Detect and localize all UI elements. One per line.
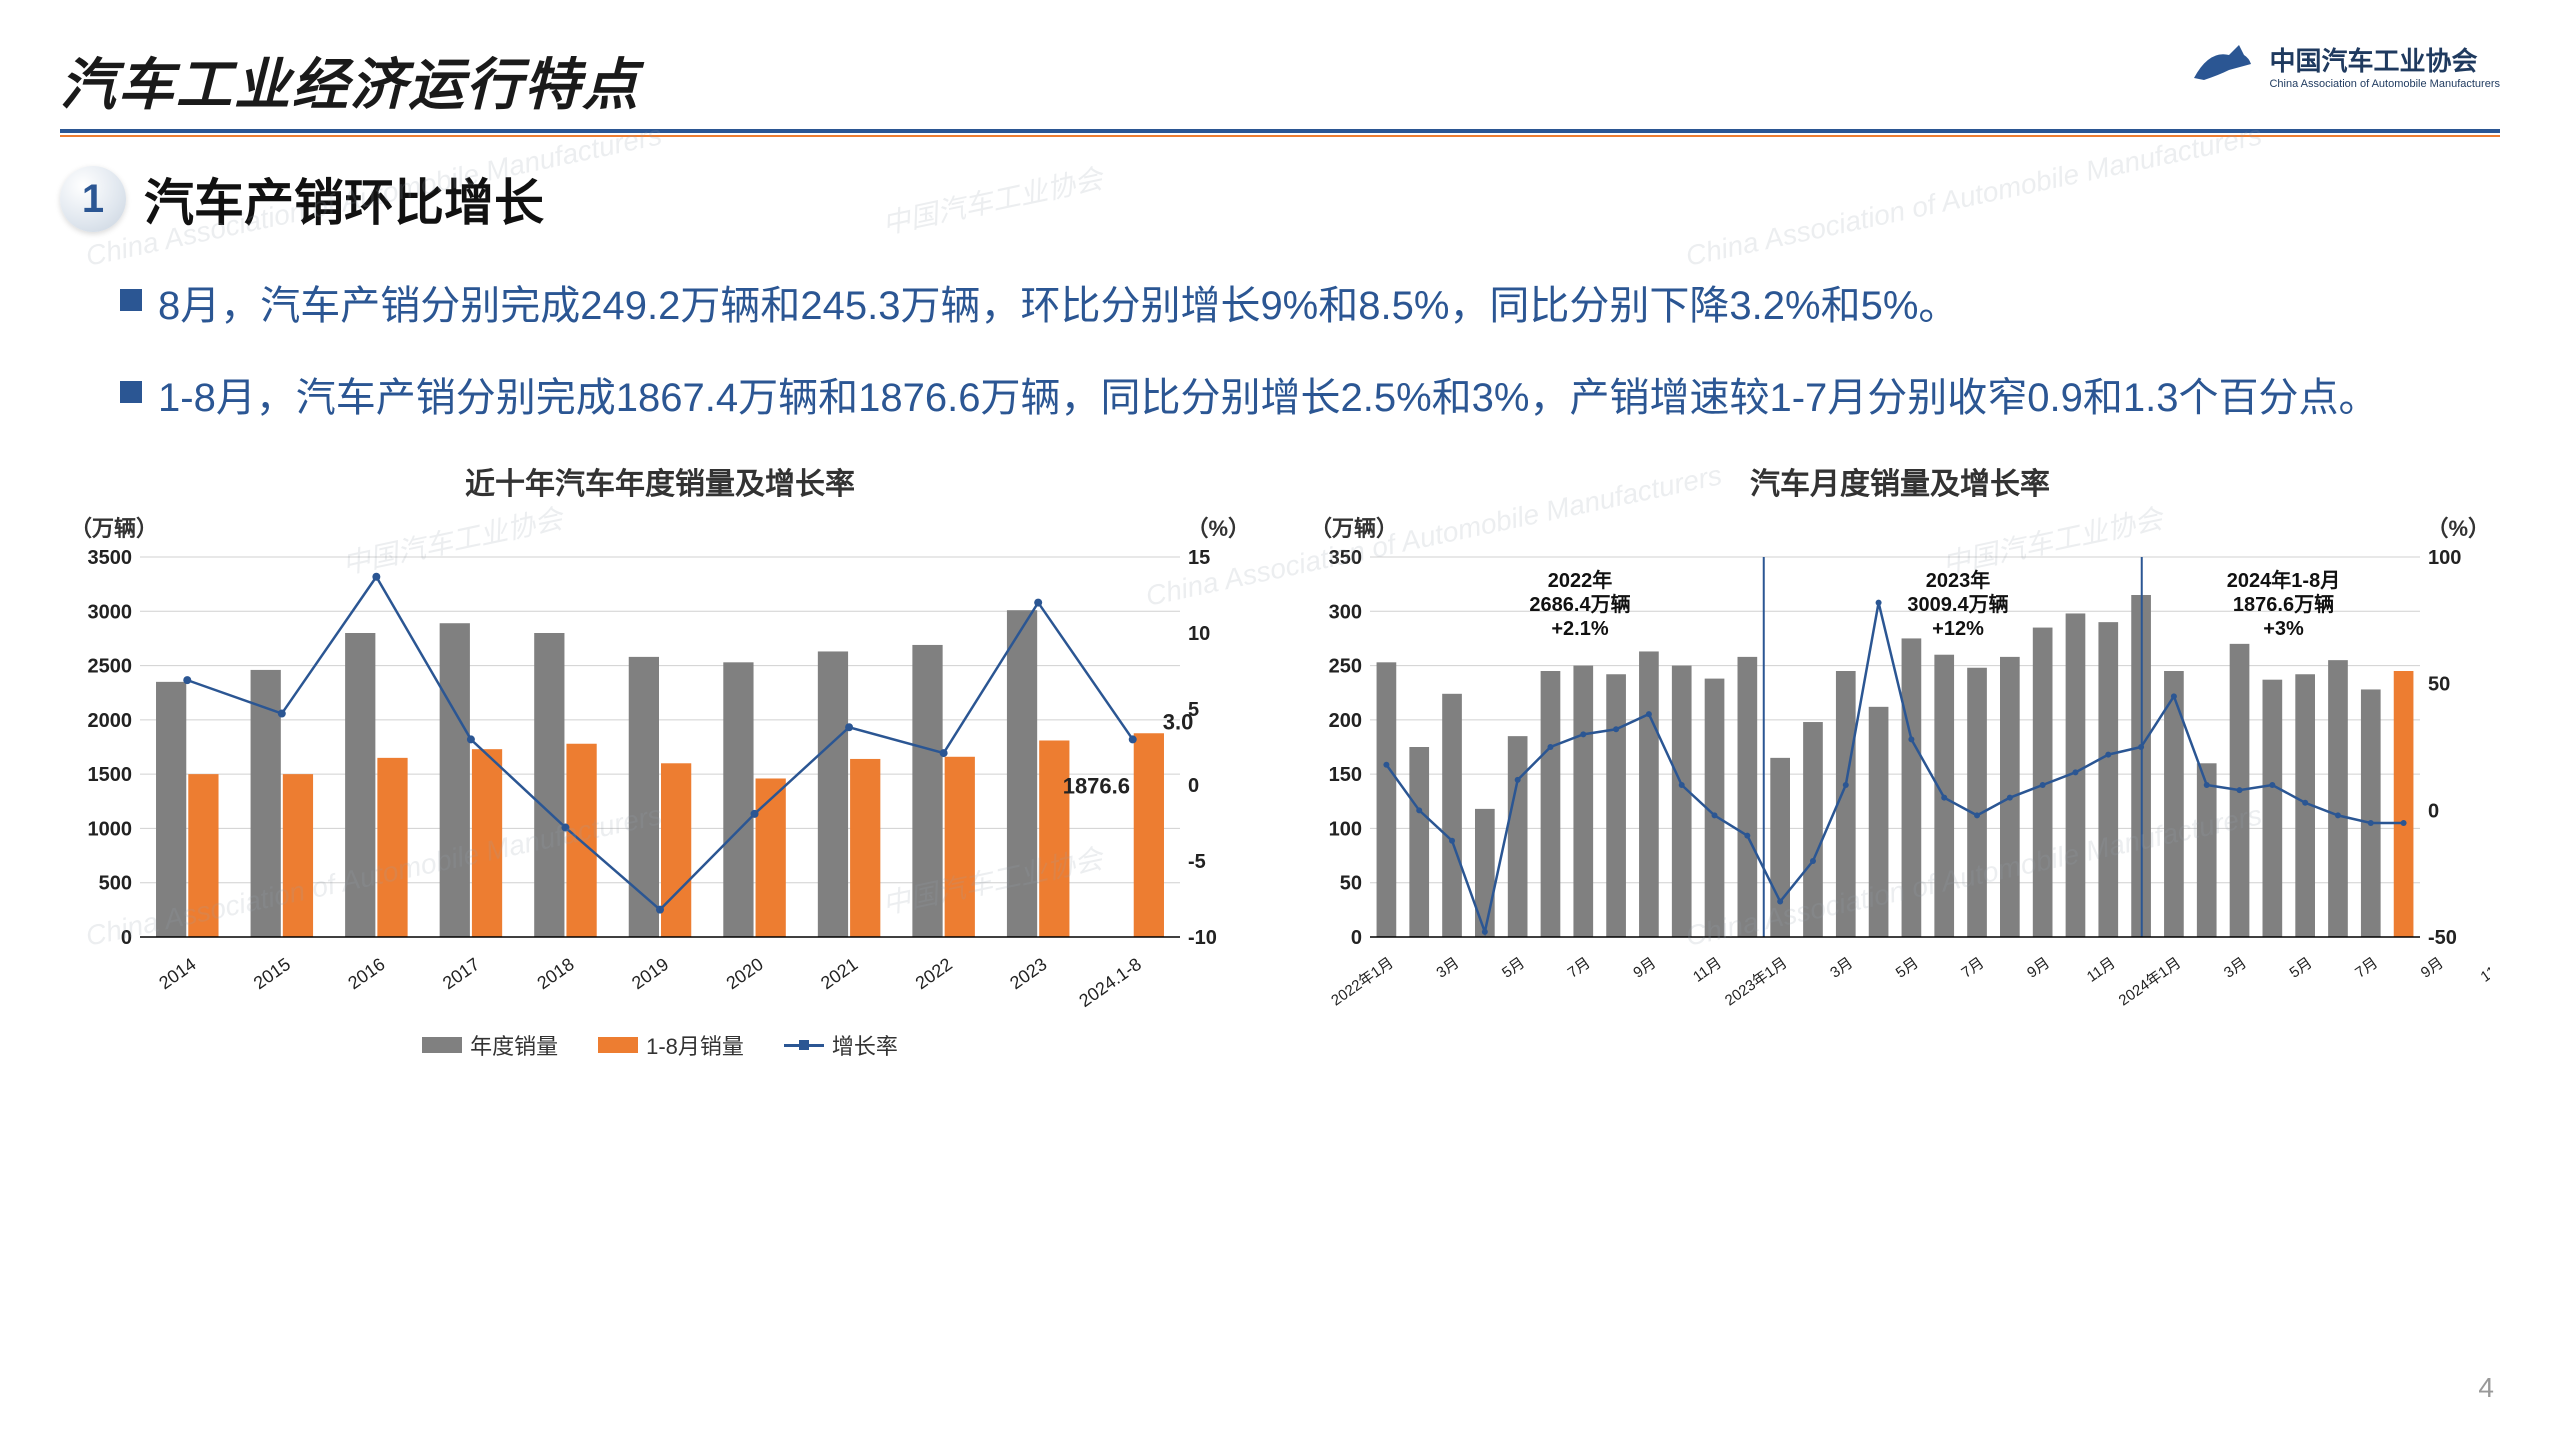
svg-text:500: 500: [99, 873, 132, 895]
chart-annual: 近十年汽车年度销量及增长率 （万辆） （%） 0 500 1000 1500 2000 2…: [60, 459, 1260, 1061]
svg-text:2022年: 2022年: [1548, 568, 1613, 592]
svg-text:5月: 5月: [2287, 954, 2316, 981]
svg-text:5月: 5月: [1893, 954, 1922, 981]
chart-right-unit-l: （万辆）: [1310, 511, 1398, 543]
svg-text:+3%: +3%: [2263, 618, 2304, 640]
svg-text:2686.4万辆: 2686.4万辆: [1529, 592, 1630, 616]
svg-text:100: 100: [2428, 547, 2461, 569]
bullet-square-icon: [120, 381, 142, 403]
chart-left-svg: 0500100015002000250030003500-10-50510152…: [60, 547, 1250, 1017]
svg-text:9月: 9月: [1630, 954, 1659, 981]
svg-text:3009.4万辆: 3009.4万辆: [1907, 592, 2008, 616]
page-title: 汽车工业经济运行特点: [60, 40, 640, 121]
svg-text:+12%: +12%: [1932, 618, 1984, 640]
logo-text-cn: 中国汽车工业协会: [2269, 41, 2500, 78]
svg-text:2016: 2016: [344, 954, 388, 993]
bullet-text: 1-8月，汽车产销分别完成1867.4万辆和1876.6万辆，同比分别增长2.5…: [158, 367, 2379, 429]
svg-text:0: 0: [1188, 775, 1199, 797]
svg-text:1876.6万辆: 1876.6万辆: [2233, 592, 2334, 616]
svg-text:9月: 9月: [2024, 954, 2053, 981]
svg-text:11月: 11月: [2084, 954, 2119, 985]
svg-text:+2.1%: +2.1%: [1551, 618, 1608, 640]
svg-text:50: 50: [2428, 674, 2450, 696]
section-title: 汽车产销环比增长: [144, 163, 544, 235]
svg-text:2020: 2020: [723, 954, 767, 993]
svg-text:0: 0: [121, 927, 132, 949]
chart-left-unit-l: （万辆）: [70, 511, 158, 543]
svg-text:300: 300: [1329, 601, 1362, 623]
svg-text:-10: -10: [1188, 927, 1217, 949]
logo-mark: [2189, 40, 2259, 90]
svg-text:2024年1-8月: 2024年1-8月: [2227, 568, 2340, 592]
bullets: 8月，汽车产销分别完成249.2万辆和245.3万辆，环比分别增长9%和8.5%…: [120, 275, 2500, 429]
svg-text:-5: -5: [1188, 851, 1206, 873]
logo: 中国汽车工业协会 China Association of Automobile…: [2189, 40, 2500, 90]
svg-text:100: 100: [1329, 818, 1362, 840]
svg-text:1876.6: 1876.6: [1063, 773, 1130, 798]
svg-text:3000: 3000: [88, 601, 133, 623]
svg-text:1000: 1000: [88, 818, 133, 840]
svg-text:3500: 3500: [88, 547, 133, 569]
svg-text:2014: 2014: [155, 954, 199, 993]
chart-right-title: 汽车月度销量及增长率: [1300, 459, 2500, 503]
svg-text:2015: 2015: [250, 954, 294, 993]
svg-text:2500: 2500: [88, 656, 133, 678]
svg-text:3.0: 3.0: [1163, 709, 1194, 734]
svg-text:3月: 3月: [1827, 954, 1856, 981]
svg-text:2023年1月: 2023年1月: [1722, 954, 1790, 1009]
chart-left-unit-r: （%）: [1186, 511, 1250, 543]
svg-text:1500: 1500: [88, 764, 133, 786]
svg-text:11月: 11月: [1690, 954, 1725, 985]
svg-text:-50: -50: [2428, 927, 2457, 949]
chart-right-svg: 0 50 100 150 200 250 300 350 -50 0 50 100 2022年2686.…: [1300, 547, 2490, 1017]
svg-text:50: 50: [1340, 873, 1362, 895]
svg-text:15: 15: [1188, 547, 1210, 569]
svg-text:9月: 9月: [2418, 954, 2447, 981]
legend-jan-aug: 1-8月销量: [646, 1029, 744, 1061]
logo-text-en: China Association of Automobile Manufact…: [2269, 78, 2500, 90]
svg-text:11月: 11月: [2478, 954, 2490, 985]
svg-text:2018: 2018: [533, 954, 577, 993]
svg-text:7月: 7月: [2352, 954, 2381, 981]
svg-text:2000: 2000: [88, 710, 133, 732]
svg-text:3月: 3月: [1433, 954, 1462, 981]
svg-text:350: 350: [1329, 547, 1362, 569]
chart-monthly: 汽车月度销量及增长率 （万辆） （%） 0 50 100 150 200 250 300 35…: [1300, 459, 2500, 1061]
svg-text:2017: 2017: [439, 954, 483, 993]
section-head: 1 汽车产销环比增长: [60, 163, 2500, 235]
svg-text:250: 250: [1329, 656, 1362, 678]
svg-text:7月: 7月: [1958, 954, 1987, 981]
svg-text:2022年1月: 2022年1月: [1328, 954, 1396, 1009]
svg-text:2019: 2019: [628, 954, 672, 993]
bullet-1: 8月，汽车产销分别完成249.2万辆和245.3万辆，环比分别增长9%和8.5%…: [120, 275, 2500, 337]
bullet-square-icon: [120, 289, 142, 311]
svg-text:10: 10: [1188, 623, 1210, 645]
chart-right-unit-r: （%）: [2426, 511, 2490, 543]
svg-text:2023: 2023: [1006, 954, 1050, 993]
chart-left-legend: 年度销量 1-8月销量 增长率: [60, 1029, 1260, 1061]
header: 汽车工业经济运行特点 中国汽车工业协会 China Association of…: [60, 40, 2500, 133]
svg-text:0: 0: [2428, 800, 2439, 822]
svg-text:2024年1月: 2024年1月: [2116, 954, 2184, 1009]
svg-text:200: 200: [1329, 710, 1362, 732]
svg-text:0: 0: [1351, 927, 1362, 949]
svg-text:2021: 2021: [817, 954, 861, 993]
svg-text:2023年: 2023年: [1926, 568, 1991, 592]
bullet-2: 1-8月，汽车产销分别完成1867.4万辆和1876.6万辆，同比分别增长2.5…: [120, 367, 2500, 429]
section-number: 1: [60, 166, 126, 232]
svg-text:150: 150: [1329, 764, 1362, 786]
legend-annual: 年度销量: [470, 1029, 558, 1061]
page-number: 4: [2478, 1372, 2494, 1404]
svg-text:3月: 3月: [2221, 954, 2250, 981]
chart-left-title: 近十年汽车年度销量及增长率: [60, 459, 1260, 503]
svg-text:5月: 5月: [1499, 954, 1528, 981]
svg-text:2022: 2022: [912, 954, 956, 993]
legend-growth: 增长率: [832, 1029, 898, 1061]
svg-text:2024.1-8: 2024.1-8: [1075, 954, 1145, 1011]
svg-text:7月: 7月: [1565, 954, 1594, 981]
bullet-text: 8月，汽车产销分别完成249.2万辆和245.3万辆，环比分别增长9%和8.5%…: [158, 275, 1958, 337]
